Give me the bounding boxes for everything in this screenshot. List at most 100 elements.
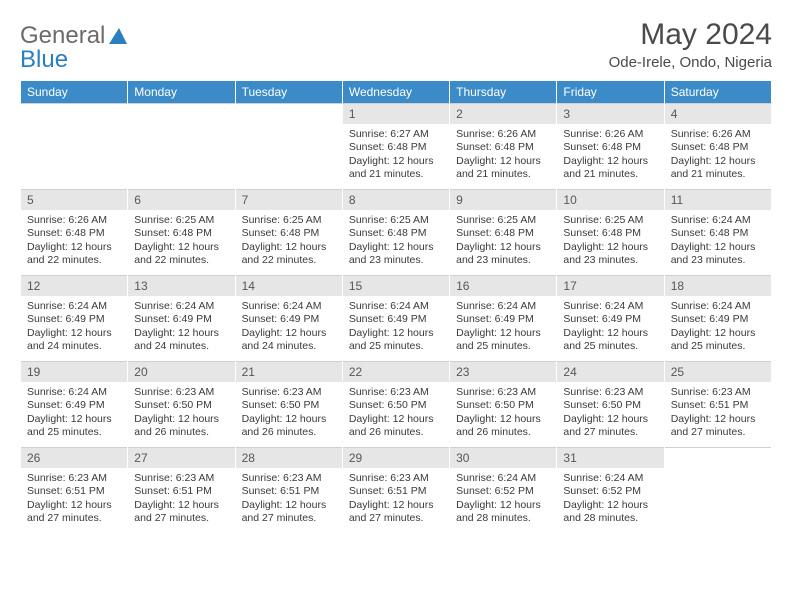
- day-header: Tuesday: [236, 81, 342, 103]
- day-header: Monday: [128, 81, 234, 103]
- calendar-cell: [128, 103, 234, 189]
- day-header: Saturday: [665, 81, 771, 103]
- calendar-cell: 1Sunrise: 6:27 AMSunset: 6:48 PMDaylight…: [343, 103, 449, 189]
- day-number: 2: [450, 103, 556, 124]
- day-number: 22: [343, 361, 449, 382]
- day-details: Sunrise: 6:23 AMSunset: 6:50 PMDaylight:…: [236, 382, 342, 446]
- day-details: Sunrise: 6:23 AMSunset: 6:50 PMDaylight:…: [557, 382, 663, 446]
- day-details: Sunrise: 6:23 AMSunset: 6:51 PMDaylight:…: [236, 468, 342, 532]
- day-details: Sunrise: 6:24 AMSunset: 6:52 PMDaylight:…: [557, 468, 663, 532]
- day-number: 27: [128, 447, 234, 468]
- calendar-cell: 5Sunrise: 6:26 AMSunset: 6:48 PMDaylight…: [21, 189, 127, 275]
- day-header: Wednesday: [343, 81, 449, 103]
- day-number: 25: [665, 361, 771, 382]
- calendar-cell: 28Sunrise: 6:23 AMSunset: 6:51 PMDayligh…: [236, 447, 342, 533]
- calendar-cell: 25Sunrise: 6:23 AMSunset: 6:51 PMDayligh…: [665, 361, 771, 447]
- day-details: Sunrise: 6:25 AMSunset: 6:48 PMDaylight:…: [557, 210, 663, 274]
- calendar-cell: 10Sunrise: 6:25 AMSunset: 6:48 PMDayligh…: [557, 189, 663, 275]
- day-number: 30: [450, 447, 556, 468]
- day-details: Sunrise: 6:24 AMSunset: 6:52 PMDaylight:…: [450, 468, 556, 532]
- day-number: 14: [236, 275, 342, 296]
- calendar-cell: 13Sunrise: 6:24 AMSunset: 6:49 PMDayligh…: [128, 275, 234, 361]
- day-number-empty: [21, 103, 127, 123]
- day-number-empty: [236, 103, 342, 123]
- calendar-cell: 20Sunrise: 6:23 AMSunset: 6:50 PMDayligh…: [128, 361, 234, 447]
- day-details: Sunrise: 6:24 AMSunset: 6:49 PMDaylight:…: [450, 296, 556, 360]
- day-number: 11: [665, 189, 771, 210]
- location-text: Ode-Irele, Ondo, Nigeria: [609, 54, 772, 71]
- calendar-cell: 24Sunrise: 6:23 AMSunset: 6:50 PMDayligh…: [557, 361, 663, 447]
- month-title: May 2024: [609, 18, 772, 52]
- calendar-cell: 12Sunrise: 6:24 AMSunset: 6:49 PMDayligh…: [21, 275, 127, 361]
- day-details: Sunrise: 6:24 AMSunset: 6:49 PMDaylight:…: [21, 382, 127, 446]
- day-details: Sunrise: 6:24 AMSunset: 6:49 PMDaylight:…: [665, 296, 771, 360]
- day-number: 24: [557, 361, 663, 382]
- day-number: 9: [450, 189, 556, 210]
- day-number: 21: [236, 361, 342, 382]
- calendar-cell: 3Sunrise: 6:26 AMSunset: 6:48 PMDaylight…: [557, 103, 663, 189]
- day-number: 5: [21, 189, 127, 210]
- calendar-cell: 19Sunrise: 6:24 AMSunset: 6:49 PMDayligh…: [21, 361, 127, 447]
- day-number: 31: [557, 447, 663, 468]
- day-number: 23: [450, 361, 556, 382]
- day-details: Sunrise: 6:24 AMSunset: 6:49 PMDaylight:…: [21, 296, 127, 360]
- day-number: 1: [343, 103, 449, 124]
- day-header: Thursday: [450, 81, 556, 103]
- day-header: Sunday: [21, 81, 127, 103]
- day-details: Sunrise: 6:25 AMSunset: 6:48 PMDaylight:…: [128, 210, 234, 274]
- calendar-cell: 9Sunrise: 6:25 AMSunset: 6:48 PMDaylight…: [450, 189, 556, 275]
- day-details: Sunrise: 6:24 AMSunset: 6:49 PMDaylight:…: [128, 296, 234, 360]
- calendar-cell: 6Sunrise: 6:25 AMSunset: 6:48 PMDaylight…: [128, 189, 234, 275]
- calendar-week: 1Sunrise: 6:27 AMSunset: 6:48 PMDaylight…: [21, 103, 771, 189]
- calendar-cell: 27Sunrise: 6:23 AMSunset: 6:51 PMDayligh…: [128, 447, 234, 533]
- calendar-cell: 26Sunrise: 6:23 AMSunset: 6:51 PMDayligh…: [21, 447, 127, 533]
- calendar-week: 5Sunrise: 6:26 AMSunset: 6:48 PMDaylight…: [21, 189, 771, 275]
- day-number: 6: [128, 189, 234, 210]
- day-number-empty: [665, 447, 771, 467]
- day-number: 7: [236, 189, 342, 210]
- calendar-cell: 2Sunrise: 6:26 AMSunset: 6:48 PMDaylight…: [450, 103, 556, 189]
- calendar-cell: 30Sunrise: 6:24 AMSunset: 6:52 PMDayligh…: [450, 447, 556, 533]
- day-details: Sunrise: 6:24 AMSunset: 6:48 PMDaylight:…: [665, 210, 771, 274]
- logo-text-blue: Blue: [20, 46, 68, 74]
- day-number: 8: [343, 189, 449, 210]
- day-details: Sunrise: 6:24 AMSunset: 6:49 PMDaylight:…: [343, 296, 449, 360]
- calendar-cell: 18Sunrise: 6:24 AMSunset: 6:49 PMDayligh…: [665, 275, 771, 361]
- day-number: 29: [343, 447, 449, 468]
- calendar-cell: 15Sunrise: 6:24 AMSunset: 6:49 PMDayligh…: [343, 275, 449, 361]
- day-details: Sunrise: 6:27 AMSunset: 6:48 PMDaylight:…: [343, 124, 449, 188]
- calendar-cell: 16Sunrise: 6:24 AMSunset: 6:49 PMDayligh…: [450, 275, 556, 361]
- day-details: Sunrise: 6:25 AMSunset: 6:48 PMDaylight:…: [450, 210, 556, 274]
- calendar-cell: 17Sunrise: 6:24 AMSunset: 6:49 PMDayligh…: [557, 275, 663, 361]
- title-block: May 2024 Ode-Irele, Ondo, Nigeria: [609, 18, 772, 71]
- calendar-cell: 8Sunrise: 6:25 AMSunset: 6:48 PMDaylight…: [343, 189, 449, 275]
- day-number: 4: [665, 103, 771, 124]
- day-details: Sunrise: 6:23 AMSunset: 6:51 PMDaylight:…: [128, 468, 234, 532]
- day-details: Sunrise: 6:26 AMSunset: 6:48 PMDaylight:…: [665, 124, 771, 188]
- calendar-cell: 23Sunrise: 6:23 AMSunset: 6:50 PMDayligh…: [450, 361, 556, 447]
- calendar-cell: 29Sunrise: 6:23 AMSunset: 6:51 PMDayligh…: [343, 447, 449, 533]
- calendar-body: 1Sunrise: 6:27 AMSunset: 6:48 PMDaylight…: [21, 103, 771, 533]
- calendar-cell: 31Sunrise: 6:24 AMSunset: 6:52 PMDayligh…: [557, 447, 663, 533]
- day-number: 28: [236, 447, 342, 468]
- day-number: 19: [21, 361, 127, 382]
- day-details: Sunrise: 6:26 AMSunset: 6:48 PMDaylight:…: [450, 124, 556, 188]
- calendar-cell: 14Sunrise: 6:24 AMSunset: 6:49 PMDayligh…: [236, 275, 342, 361]
- day-number: 10: [557, 189, 663, 210]
- day-number: 15: [343, 275, 449, 296]
- day-header-row: SundayMondayTuesdayWednesdayThursdayFrid…: [21, 81, 771, 103]
- day-number: 12: [21, 275, 127, 296]
- day-number-empty: [128, 103, 234, 123]
- day-details: Sunrise: 6:25 AMSunset: 6:48 PMDaylight:…: [236, 210, 342, 274]
- day-details: Sunrise: 6:23 AMSunset: 6:50 PMDaylight:…: [343, 382, 449, 446]
- day-header: Friday: [557, 81, 663, 103]
- day-number: 18: [665, 275, 771, 296]
- day-number: 26: [21, 447, 127, 468]
- day-details: Sunrise: 6:26 AMSunset: 6:48 PMDaylight:…: [557, 124, 663, 188]
- calendar-cell: [236, 103, 342, 189]
- day-details: Sunrise: 6:26 AMSunset: 6:48 PMDaylight:…: [21, 210, 127, 274]
- day-details: Sunrise: 6:23 AMSunset: 6:51 PMDaylight:…: [343, 468, 449, 532]
- day-details: Sunrise: 6:25 AMSunset: 6:48 PMDaylight:…: [343, 210, 449, 274]
- day-number: 20: [128, 361, 234, 382]
- day-number: 16: [450, 275, 556, 296]
